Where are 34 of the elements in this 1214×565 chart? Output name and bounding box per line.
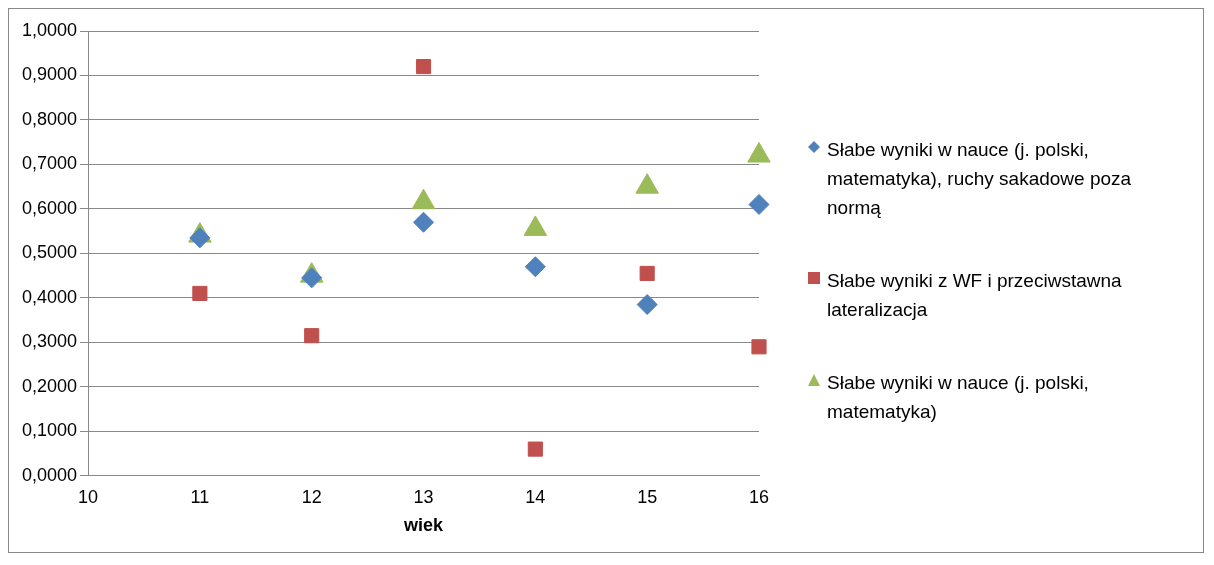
point: [748, 193, 770, 215]
y-tick-label: 0,5000: [21, 241, 78, 262]
y-tick-label: 0,1000: [21, 419, 78, 440]
point: [751, 338, 767, 354]
y-tick-label: 0,4000: [21, 286, 78, 307]
x-axis-title: wiek: [403, 514, 445, 535]
point: [636, 293, 658, 315]
x-tick-label: 12: [301, 486, 322, 507]
x-tick-label: 11: [190, 486, 210, 507]
point: [304, 327, 320, 343]
legend-label: Słabe wyniki z WF i przeciwstawna lateralizacja: [827, 269, 1123, 322]
x-tick-label: 15: [637, 486, 658, 507]
y-tick-label: 0,0000: [21, 464, 78, 485]
x-tick-label: 10: [78, 486, 99, 507]
point: [413, 211, 435, 233]
legend-label: Słabe wyniki w nauce (j. polski, matematyka): [827, 371, 1090, 424]
point: [189, 226, 211, 248]
point: [415, 58, 432, 74]
y-tick-label: 0,6000: [21, 197, 78, 218]
y-tick-label: 0,2000: [21, 375, 78, 396]
point: [192, 285, 208, 301]
point: [527, 441, 543, 457]
point: [301, 266, 323, 288]
point: [639, 265, 655, 281]
y-tick-label: 0,9000: [21, 63, 78, 84]
y-tick-label: 1,0000: [21, 19, 78, 40]
x-tick-label: 14: [525, 486, 546, 507]
y-tick-label: 0,7000: [21, 152, 78, 173]
point: [524, 255, 546, 277]
x-tick-label: 13: [413, 486, 434, 507]
y-tick-label: 0,8000: [21, 108, 78, 129]
x-tick-label: 16: [748, 486, 770, 507]
legend-label: Słabe wyniki w nauce (j. polski, matematyka), ruchy sakadowe poza normą: [827, 138, 1133, 220]
y-tick-label: 0,3000: [21, 330, 78, 351]
